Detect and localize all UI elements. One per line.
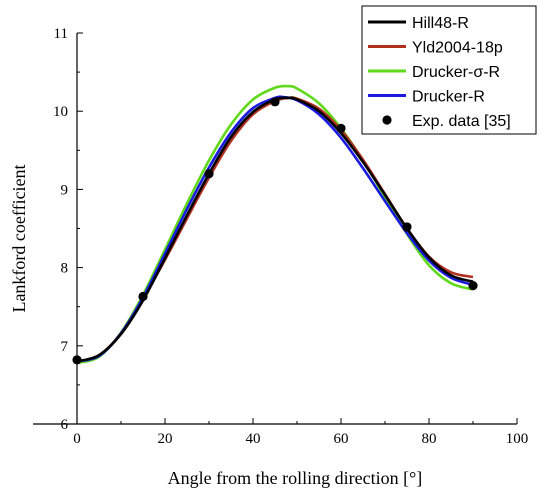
y-tick-label: 10 — [53, 104, 68, 120]
x-tick-label: 20 — [158, 431, 173, 447]
legend-label: Hill48-R — [412, 15, 469, 32]
x-tick-label: 40 — [246, 431, 261, 447]
exp-data-point — [468, 280, 478, 291]
x-tick-label: 0 — [73, 431, 81, 447]
legend-label: Yld2004-18p — [412, 40, 503, 57]
x-tick-label: 80 — [422, 431, 437, 447]
y-tick-label: 9 — [61, 182, 69, 198]
series-line-drucker-r — [76, 95, 474, 363]
x-axis-title: Angle from the rolling direction [°] — [168, 468, 423, 488]
x-tick-label: 100 — [506, 431, 529, 447]
experimental-points — [72, 97, 478, 365]
series-line-hill48-r — [76, 96, 474, 363]
legend-label: Exp. data [35] — [412, 113, 511, 130]
x-tick-label: 60 — [334, 431, 349, 447]
axes: 0 20 40 60 80 100 6 7 8 9 10 11 — [33, 26, 528, 447]
y-tick-label: 11 — [54, 26, 68, 42]
y-tick-label: 8 — [61, 261, 69, 277]
legend: Hill48-R Yld2004-18p Drucker-σ-R Drucker-R E… — [361, 5, 537, 135]
exp-data-point — [270, 97, 280, 107]
exp-data-point — [336, 123, 346, 134]
legend-label: Drucker-R — [412, 89, 485, 106]
exp-data-point — [138, 291, 148, 302]
exp-data-point — [204, 169, 214, 179]
series-line-yld2004-18p — [76, 96, 474, 363]
y-axis-title: Lankford coefficient — [9, 164, 29, 312]
exp-data-point — [402, 222, 412, 232]
legend-label: Drucker-σ-R — [412, 64, 500, 81]
legend-marker — [382, 115, 392, 125]
y-tick-label: 7 — [61, 339, 69, 355]
y-tick-label: 6 — [61, 417, 69, 433]
exp-data-point — [72, 355, 82, 365]
